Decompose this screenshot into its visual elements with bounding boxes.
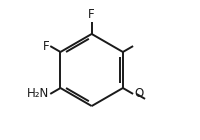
Text: F: F: [88, 8, 95, 21]
Text: H₂N: H₂N: [27, 87, 49, 100]
Text: F: F: [43, 40, 49, 53]
Text: O: O: [134, 87, 143, 100]
